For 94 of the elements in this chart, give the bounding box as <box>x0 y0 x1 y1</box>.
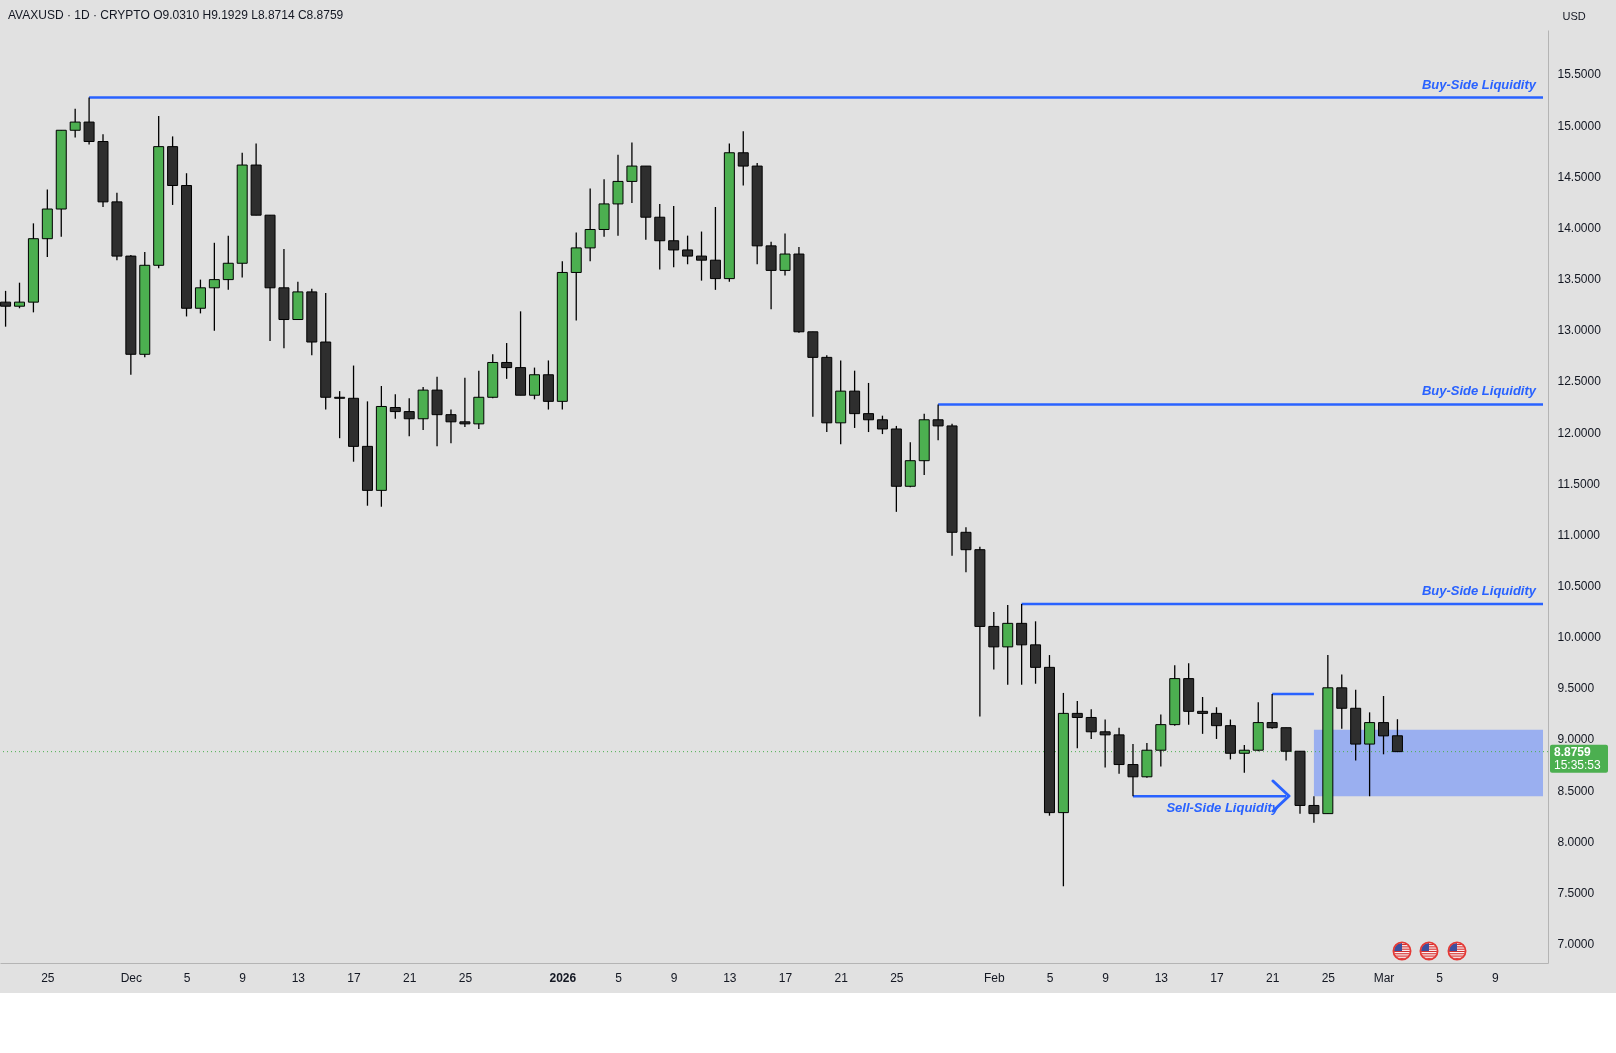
y-tick-label: 8.0000 <box>1557 834 1595 849</box>
candlestick <box>403 397 415 437</box>
x-tick-label: 9 <box>670 970 678 985</box>
x-tick-label: 17 <box>1210 970 1224 985</box>
candlestick <box>1391 718 1403 753</box>
x-tick-label: 9 <box>1102 970 1110 985</box>
x-tick-label: 5 <box>1436 970 1444 985</box>
candlestick <box>1197 696 1209 735</box>
candlestick <box>584 187 596 262</box>
candlestick <box>222 234 234 291</box>
candlestick <box>932 403 944 441</box>
candlestick <box>1085 708 1097 740</box>
y-tick-label: 7.5000 <box>1557 885 1595 900</box>
x-tick-label: 2026 <box>549 970 577 985</box>
y-tick-label: 11.0000 <box>1557 527 1601 542</box>
candlestick <box>1280 727 1292 762</box>
candlestick <box>696 230 708 282</box>
y-tick-label: 11.5000 <box>1557 476 1601 491</box>
candlestick <box>876 415 888 435</box>
y-axis-title: USD <box>1562 9 1586 22</box>
candlestick <box>445 408 457 444</box>
x-tick-label: 21 <box>1265 970 1280 985</box>
candlestick <box>654 203 666 271</box>
candlestick <box>863 382 875 433</box>
candlestick <box>528 366 540 400</box>
candlestick <box>1127 743 1139 797</box>
x-tick-label: 25 <box>458 970 473 985</box>
series-label: Buy-Side Liquidity <box>1421 582 1537 598</box>
ref-line-label: 8.8759 15:35:53 <box>1554 744 1602 772</box>
x-tick-label: 13 <box>1154 970 1169 985</box>
candlestick <box>1378 695 1390 755</box>
y-tick-label: 15.0000 <box>1557 118 1602 133</box>
x-tick-label: 25 <box>1321 970 1336 985</box>
x-tick-label: 25 <box>890 970 904 985</box>
candlestick <box>626 141 638 204</box>
x-tick-label: 5 <box>183 970 191 985</box>
candlestick <box>501 342 513 380</box>
x-tick-label: 17 <box>778 970 793 985</box>
x-tick-label: 9 <box>239 970 247 985</box>
y-tick-label: 15.5000 <box>1557 67 1602 82</box>
x-tick-label: Mar <box>1373 970 1395 985</box>
candlestick <box>208 242 220 332</box>
x-tick-label: Feb <box>983 970 1005 985</box>
y-tick-label: 7.0000 <box>1557 937 1595 952</box>
candlestick <box>69 108 81 139</box>
x-tick-label: 13 <box>723 970 737 985</box>
series-label: Buy-Side Liquidity <box>1421 383 1537 399</box>
candlestick <box>709 206 721 291</box>
candlestick <box>334 390 346 439</box>
x-tick-label: 13 <box>291 970 306 985</box>
x-tick-label: 17 <box>347 970 362 985</box>
x-tick-label: 5 <box>1046 970 1054 985</box>
y-tick-label: 13.5000 <box>1557 272 1602 287</box>
x-tick-label: 21 <box>834 970 849 985</box>
candlestick <box>1099 718 1111 769</box>
x-tick-label: 9 <box>1492 970 1500 985</box>
candlestick <box>14 282 25 309</box>
candlestick <box>668 205 680 268</box>
candlestick <box>83 96 95 146</box>
y-tick-label: 9.0000 <box>1557 732 1595 747</box>
candlestick <box>1210 706 1222 740</box>
candlestick <box>1002 604 1014 686</box>
candlestick <box>1336 673 1348 730</box>
candlestick <box>988 611 1000 671</box>
x-tick-label: 25 <box>41 970 55 985</box>
candlestick <box>389 393 401 420</box>
candlestick <box>1071 700 1083 749</box>
candlestick <box>779 232 791 277</box>
candlestick <box>612 154 624 237</box>
y-tick-label: 9.5000 <box>1557 681 1595 696</box>
candlestick <box>1016 603 1028 686</box>
y-tick-label: 12.5000 <box>1557 374 1602 389</box>
chart-title: AVAXUSD · 1D · CRYPTO O9.0310 H9.1929 L8.8714 C8.8759 <box>8 8 344 22</box>
candlestick <box>960 526 972 573</box>
candlestick <box>737 130 749 187</box>
y-tick-label: 12.0000 <box>1557 425 1602 440</box>
candlestick <box>682 234 694 265</box>
y-tick-label: 14.5000 <box>1557 169 1602 184</box>
candlestick <box>194 278 206 315</box>
candlestick <box>1266 693 1278 730</box>
x-tick-label: 5 <box>615 970 623 985</box>
y-tick-label: 10.0000 <box>1557 630 1602 645</box>
y-tick-label: 10.5000 <box>1557 579 1602 593</box>
x-tick-label: 21 <box>403 970 417 985</box>
candlestick <box>849 370 861 429</box>
y-tick-label: 13.0000 <box>1557 323 1602 338</box>
candlestick <box>0 290 12 328</box>
candlestick <box>459 377 471 428</box>
x-tick-label: Dec <box>120 970 143 985</box>
y-tick-label: 14.0000 <box>1557 220 1602 235</box>
y-tick-label: 8.5000 <box>1557 783 1595 798</box>
candlestick <box>1030 620 1042 685</box>
series-label: Buy-Side Liquidity <box>1421 76 1537 92</box>
candlestick <box>1308 795 1320 824</box>
